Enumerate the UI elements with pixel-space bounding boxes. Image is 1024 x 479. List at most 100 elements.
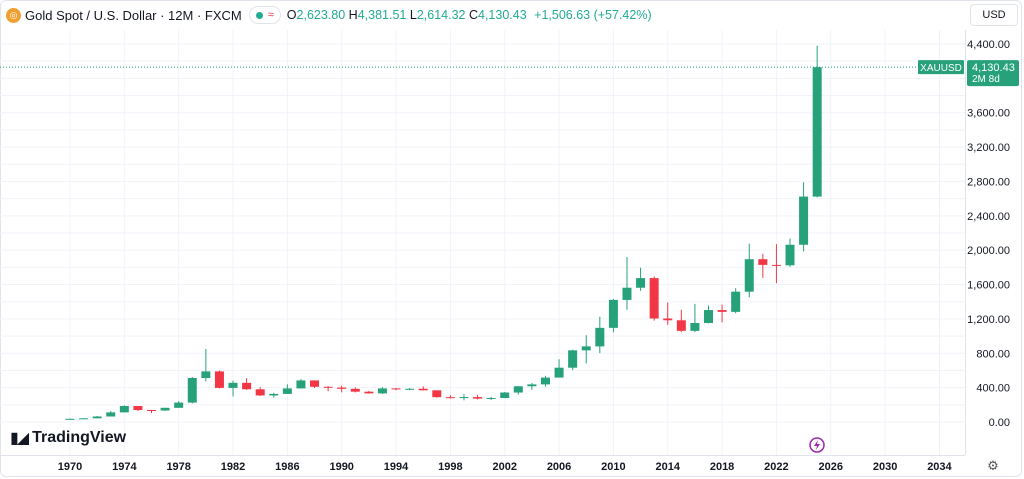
wave-icon: ≈: [267, 9, 274, 21]
low-value: 2,614.32: [416, 8, 466, 22]
price-axis: 0.00 400.00 800.00 1,200.00 1,600.00 2,000.00…: [967, 39, 1010, 429]
candle-body: [527, 384, 537, 387]
candle-body: [106, 412, 116, 417]
candle-body: [187, 378, 197, 403]
time-tick-label: 2018: [710, 461, 734, 473]
candle-body: [812, 67, 822, 197]
candle-body: [242, 382, 252, 390]
candle-body: [350, 388, 360, 392]
price-tick-label: 0.00: [989, 417, 1010, 429]
candle-body: [160, 407, 170, 411]
candle-body: [649, 278, 659, 319]
candle-body: [513, 386, 523, 393]
price-tick-label: 400.00: [976, 383, 1010, 395]
live-dot-icon: [255, 11, 263, 19]
time-tick-label: 1990: [329, 461, 353, 473]
candle-body: [214, 371, 224, 388]
candle-body: [282, 388, 292, 394]
close-label: C: [468, 8, 478, 22]
candle-body: [323, 386, 333, 388]
candle-body: [269, 393, 279, 396]
time-tick-label: 2010: [601, 461, 625, 473]
symbol-title[interactable]: Gold Spot / U.S. Dollar · 12M · FXCM: [25, 7, 242, 23]
candle-body: [337, 387, 347, 389]
candle-body: [133, 406, 143, 410]
price-tick-label: 3,200.00: [967, 142, 1010, 154]
price-tick-label: 1,600.00: [967, 280, 1010, 292]
candle-body: [147, 409, 157, 411]
time-tick-label: 1974: [112, 461, 137, 473]
candle-body: [717, 310, 727, 312]
gear-icon[interactable]: ⚙: [987, 458, 999, 473]
lightning-icon: [814, 440, 820, 450]
candle-body: [663, 318, 673, 321]
candle-body: [391, 388, 401, 390]
price-tick-label: 4,400.00: [967, 39, 1010, 51]
time-tick-label: 2034: [927, 461, 952, 473]
candle-body: [228, 382, 238, 388]
candle-body: [554, 367, 564, 378]
candle-body: [744, 259, 754, 292]
logo-text: TradingView: [32, 429, 127, 446]
time-axis: 1970 1974 1978 1982 1986 1990 1994 1998 2002 2006…: [58, 461, 953, 473]
change-value: +1,506.63 (+57.42%): [534, 8, 652, 22]
price-tick-label: 1,200.00: [967, 314, 1010, 326]
time-tick-label: 2006: [547, 461, 571, 473]
price-tag-bg: [967, 60, 1019, 87]
ohlc-values: O2,623.80 H4,381.51 L2,614.32 C4,130.43 …: [287, 8, 652, 22]
candle-body: [771, 264, 781, 266]
candle-body: [568, 350, 578, 368]
candle-body: [119, 406, 129, 413]
candle-body: [581, 346, 591, 351]
price-tick-label: 3,600.00: [967, 108, 1010, 120]
time-tick-label: 2014: [655, 461, 680, 473]
candle-body: [636, 278, 646, 288]
time-tick-label: 2026: [819, 461, 843, 473]
candle-body: [65, 418, 75, 420]
open-label: O: [286, 8, 297, 22]
candle-body: [486, 398, 496, 400]
high-label: H: [348, 8, 358, 22]
candle-body: [690, 323, 700, 331]
candle-body: [785, 244, 795, 266]
candle-body: [608, 299, 618, 328]
low-label: L: [409, 8, 417, 22]
candles: [65, 45, 822, 420]
tradingview-logo[interactable]: ▮◢ TradingView: [10, 428, 126, 448]
time-tick-label: 1982: [221, 461, 245, 473]
candle-body: [473, 397, 483, 399]
candle-body: [540, 377, 550, 385]
candle-body: [364, 391, 374, 394]
candle-body: [676, 320, 686, 331]
candle-body: [703, 310, 713, 324]
candle-body: [445, 397, 455, 399]
price-tag-value: 4,130.43: [972, 62, 1015, 74]
candle-body: [418, 388, 428, 391]
price-tag-countdown: 2M 8d: [972, 74, 1000, 85]
gold-coin-icon[interactable]: ◎: [6, 7, 21, 23]
candle-body: [310, 380, 320, 387]
time-tick-label: 1970: [58, 461, 82, 473]
time-tick-label: 1986: [275, 461, 299, 473]
candle-body: [174, 402, 184, 408]
candle-body: [255, 389, 265, 396]
candle-body: [79, 418, 89, 420]
event-marker-icon[interactable]: [809, 437, 825, 453]
candle-body: [92, 416, 102, 419]
close-value: 4,130.43: [478, 8, 527, 22]
time-tick-label: 1998: [438, 461, 462, 473]
tradingview-logo-icon: ▮◢: [10, 430, 29, 447]
status-pill[interactable]: ≈: [248, 6, 281, 24]
time-tick-label: 2022: [764, 461, 788, 473]
currency-selector[interactable]: USD: [970, 4, 1018, 26]
candle-body: [758, 259, 768, 265]
price-tick-label: 2,400.00: [967, 211, 1010, 223]
price-tick-label: 2,000.00: [967, 245, 1010, 257]
symbol-tag-bg: [918, 60, 964, 75]
time-tick-label: 2030: [873, 461, 897, 473]
candle-body: [595, 327, 605, 347]
candle-body: [459, 397, 469, 399]
